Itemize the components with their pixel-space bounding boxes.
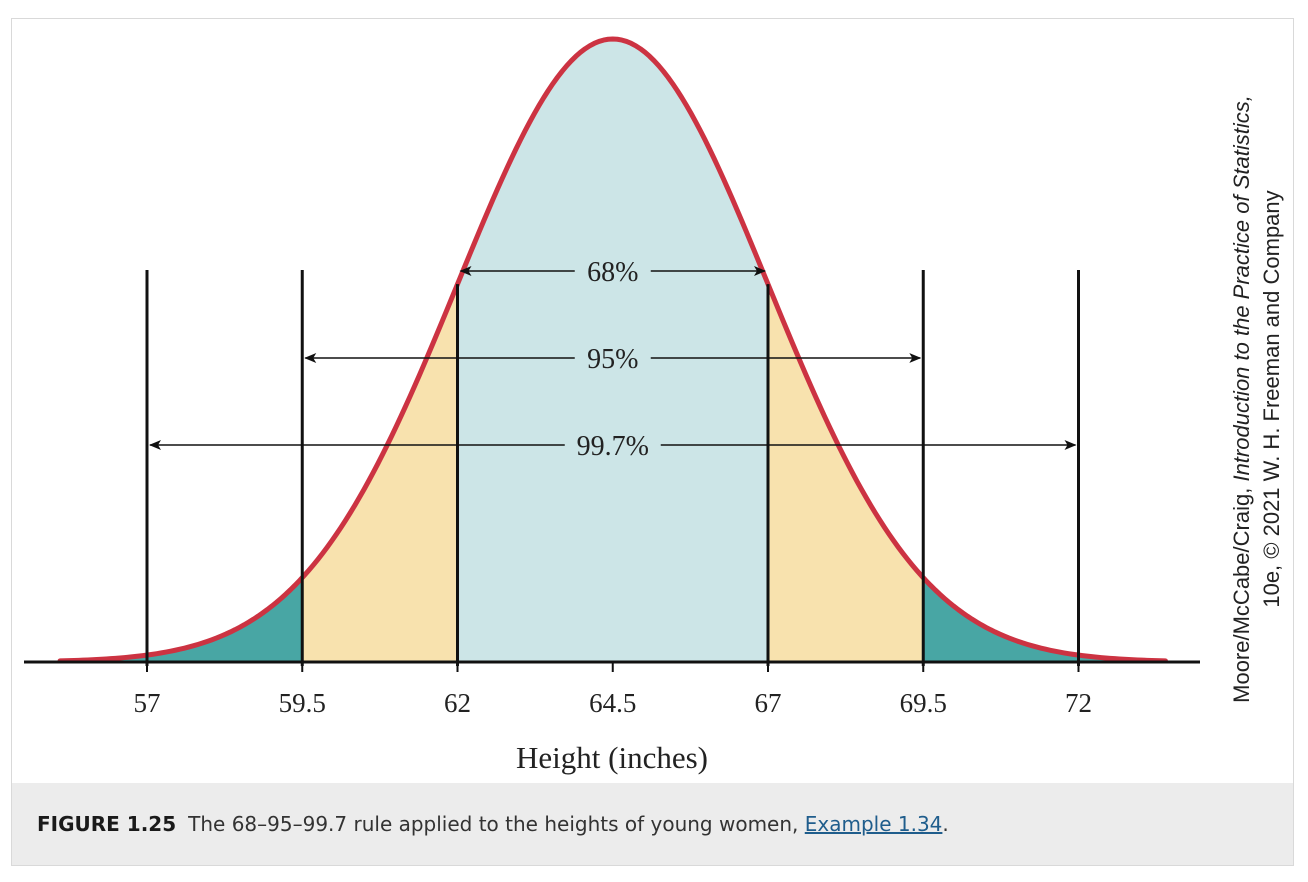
credit-line: Moore/McCabe/Craig, Introduction to the … [1229, 95, 1284, 703]
figure-caption: FIGURE 1.25 The 68–95–99.7 rule applied … [12, 783, 1293, 865]
example-link[interactable]: Example 1.34 [804, 812, 943, 836]
x-tick-label: 59.5 [279, 688, 326, 718]
normal-curve-chart: 68% 95% 99.7% 57 59.5 62 64.5 67 69.5 72 Height … [24, 36, 1284, 775]
x-axis-label: Height (inches) [516, 740, 708, 775]
credit-book-title: Introduction to the Practice of Statisti… [1229, 95, 1254, 481]
interval-label-2: 99.7% [577, 431, 649, 462]
region-fill-3 [60, 577, 303, 662]
credit-authors: Moore/McCabe/Craig, [1229, 482, 1254, 703]
interval-arrows: 68% 95% 99.7% [149, 257, 1077, 462]
x-axis: 57 59.5 62 64.5 67 69.5 72 [24, 660, 1200, 718]
credit-copyright: 10e, © 2021 W. H. Freeman and Company [1259, 190, 1284, 607]
curve-layer [57, 36, 1168, 664]
caption-label: FIGURE 1.25 [37, 812, 177, 836]
figure: 68% 95% 99.7% 57 59.5 62 64.5 67 69.5 72 Height … [11, 18, 1294, 866]
region-fill-0 [457, 39, 768, 662]
x-tick-label: 69.5 [900, 688, 947, 718]
caption-text: The 68–95–99.7 rule applied to the heigh… [188, 812, 949, 836]
region-fill-4 [923, 577, 1166, 662]
x-tick-label: 57 [134, 688, 161, 718]
interval-label-1: 95% [587, 344, 638, 375]
x-tick-label: 62 [444, 688, 471, 718]
interval-label-0: 68% [587, 257, 638, 288]
x-tick-label: 67 [755, 688, 782, 718]
x-tick-label: 64.5 [589, 688, 636, 718]
normal-curve [57, 36, 1168, 664]
vertical-lines [145, 270, 1080, 666]
x-tick-label: 72 [1065, 688, 1092, 718]
svg-text:Moore/McCabe/Craig, Introducti: Moore/McCabe/Craig, Introduction to the … [1229, 95, 1254, 703]
